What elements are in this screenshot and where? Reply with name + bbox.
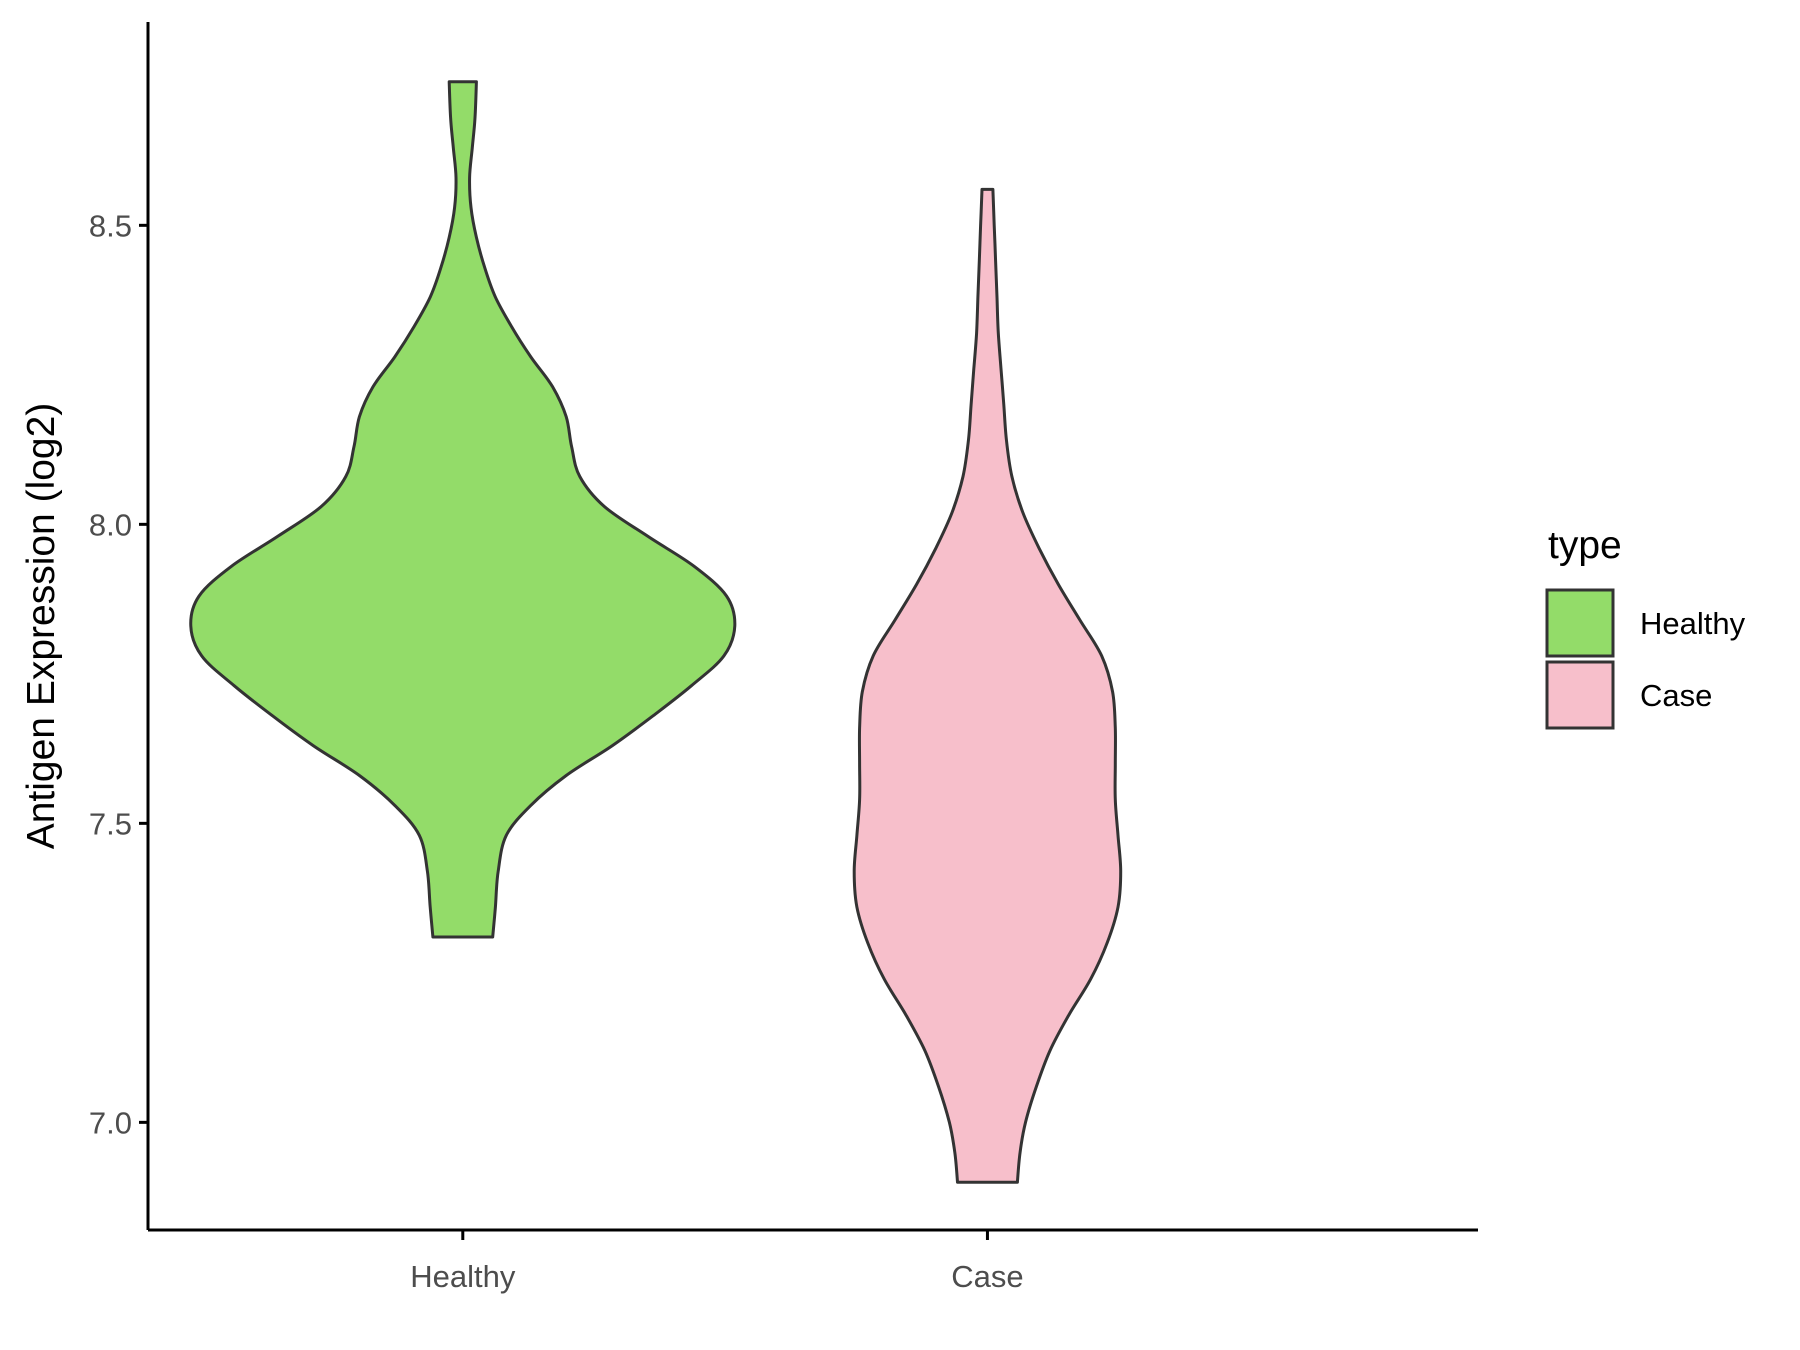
- y-tick-label: 7.0: [89, 1105, 132, 1140]
- x-ticks: Healthy Case: [410, 1230, 1024, 1294]
- violin-healthy: [189, 80, 737, 939]
- x-tick-label: Case: [951, 1259, 1023, 1294]
- y-axis-title: Antigen Expression (log2): [20, 403, 63, 850]
- y-tick-label: 8.5: [89, 208, 132, 243]
- y-tick-label: 8.0: [89, 507, 132, 542]
- legend: type Healthy Case: [1545, 524, 1746, 730]
- violin-layer: [189, 80, 1123, 1184]
- violin-case: [852, 187, 1123, 1184]
- y-tick-label: 7.5: [89, 806, 132, 841]
- x-tick-label: Healthy: [410, 1259, 516, 1294]
- axes: [146, 22, 1478, 1232]
- legend-swatch-case: [1545, 660, 1615, 730]
- legend-label-healthy: Healthy: [1640, 606, 1746, 641]
- legend-title: type: [1548, 524, 1622, 567]
- y-ticks: 7.0 7.5 8.0 8.5: [89, 208, 148, 1140]
- legend-entries: Healthy Case: [1545, 588, 1746, 730]
- legend-swatch-healthy: [1545, 588, 1615, 658]
- legend-label-case: Case: [1640, 678, 1712, 713]
